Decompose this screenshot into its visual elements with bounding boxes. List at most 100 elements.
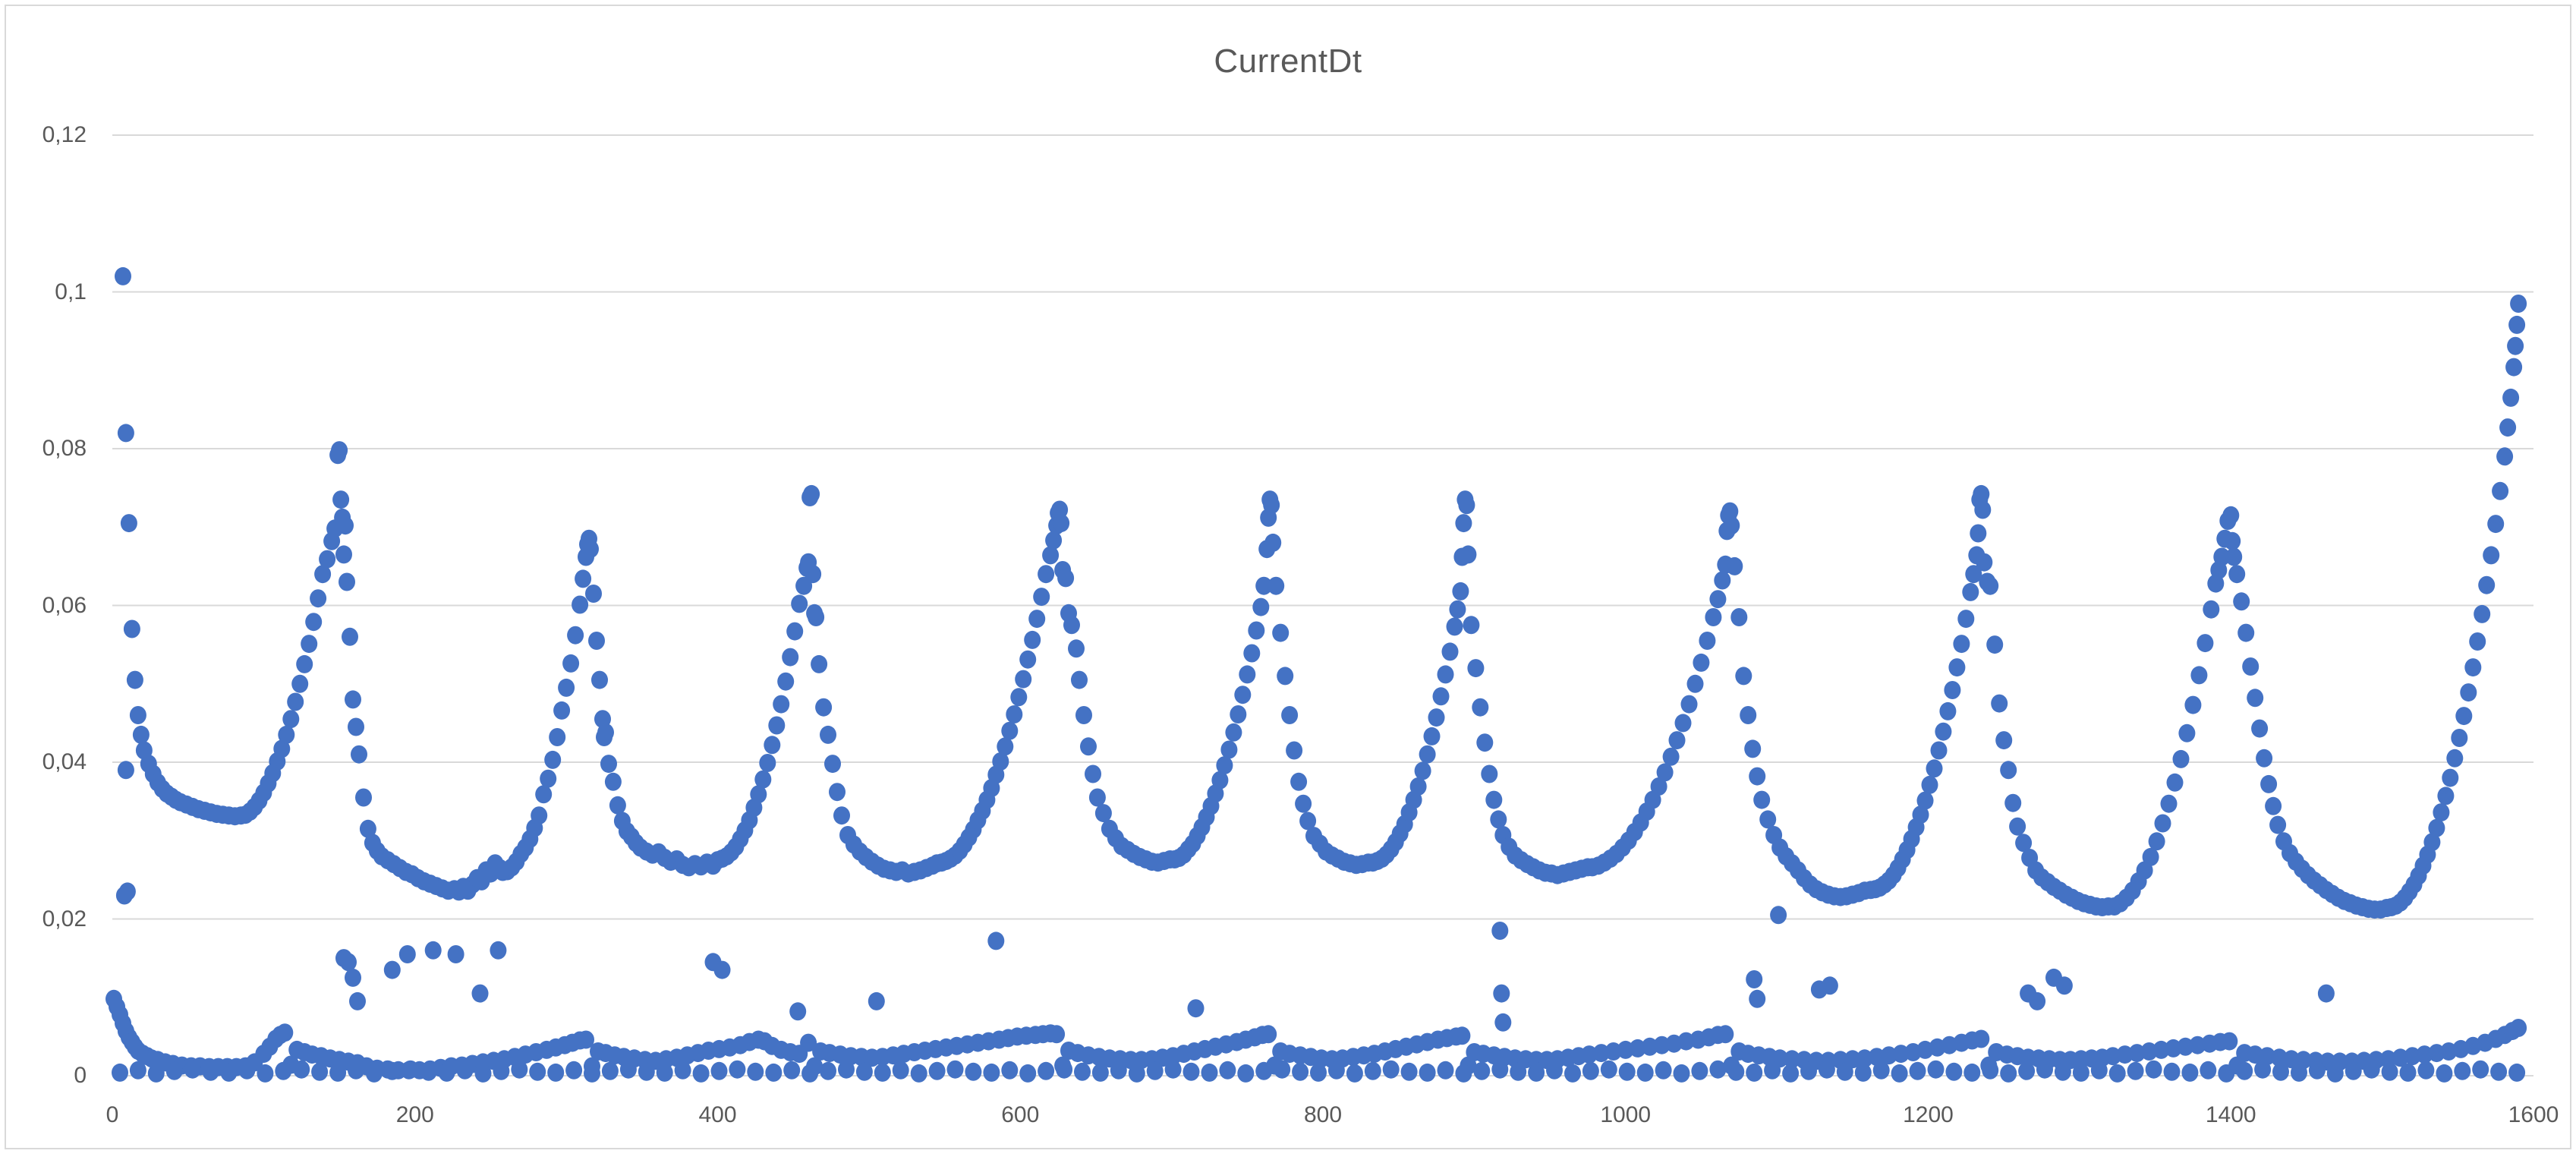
data-point bbox=[1662, 747, 1680, 766]
data-point bbox=[1292, 1062, 1309, 1081]
data-point bbox=[656, 1063, 673, 1082]
data-point bbox=[1446, 617, 1463, 636]
data-point bbox=[2269, 815, 2287, 834]
data-point bbox=[1735, 667, 1752, 686]
data-point bbox=[2224, 531, 2241, 550]
data-point bbox=[1973, 1029, 1990, 1048]
data-point bbox=[1927, 1060, 1945, 1079]
data-point bbox=[1617, 1040, 1634, 1059]
data-point bbox=[2222, 506, 2240, 525]
data-point bbox=[1063, 616, 1080, 635]
scatter-points bbox=[105, 266, 2527, 1083]
data-point bbox=[1473, 1061, 1491, 1080]
data-point bbox=[1939, 701, 1957, 720]
data-point bbox=[808, 608, 825, 626]
data-point bbox=[345, 690, 361, 709]
data-point bbox=[2508, 315, 2526, 334]
data-point bbox=[2036, 1060, 2053, 1079]
data-point bbox=[1784, 1050, 1801, 1069]
data-point bbox=[638, 1062, 655, 1081]
data-point bbox=[540, 769, 557, 788]
data-point bbox=[710, 1061, 728, 1080]
y-axis-tick-label: 0 bbox=[74, 1063, 87, 1088]
data-point bbox=[365, 1064, 383, 1083]
data-point bbox=[1091, 1063, 1109, 1082]
data-point bbox=[1491, 1060, 1509, 1079]
data-point bbox=[2308, 1061, 2326, 1080]
data-point bbox=[355, 788, 372, 807]
data-point bbox=[765, 1063, 783, 1082]
data-point bbox=[833, 806, 850, 825]
data-point bbox=[1653, 1035, 1671, 1054]
data-point bbox=[2442, 768, 2459, 787]
data-point bbox=[820, 725, 836, 744]
data-point bbox=[112, 1063, 128, 1082]
data-point bbox=[2054, 1062, 2071, 1081]
data-point bbox=[1264, 533, 1282, 552]
data-point bbox=[456, 1061, 474, 1080]
data-point bbox=[1982, 1061, 1999, 1080]
data-point bbox=[2433, 803, 2450, 822]
data-point bbox=[783, 1061, 801, 1080]
data-point bbox=[874, 1063, 891, 1082]
data-point bbox=[591, 670, 608, 689]
data-point bbox=[424, 941, 442, 960]
gridlines bbox=[112, 134, 2533, 1076]
data-point bbox=[567, 626, 584, 645]
data-point bbox=[2436, 1064, 2453, 1083]
data-point bbox=[2510, 1019, 2527, 1037]
data-point bbox=[1926, 759, 1943, 778]
data-point bbox=[2272, 1062, 2289, 1081]
data-point bbox=[1727, 1062, 1745, 1081]
data-point bbox=[2460, 683, 2477, 702]
data-point bbox=[544, 750, 562, 769]
x-axis-tick-label: 400 bbox=[698, 1102, 737, 1127]
data-point bbox=[490, 941, 507, 960]
data-point bbox=[278, 725, 295, 744]
data-point bbox=[1721, 502, 1739, 521]
data-point bbox=[1965, 565, 1982, 584]
data-point bbox=[2423, 833, 2441, 852]
data-point bbox=[987, 931, 1005, 950]
data-point bbox=[1693, 653, 1710, 672]
data-point bbox=[1327, 1061, 1345, 1080]
data-point bbox=[549, 728, 566, 746]
data-point bbox=[1038, 565, 1055, 584]
data-point bbox=[2154, 814, 2171, 833]
y-axis-tick-label: 0,04 bbox=[42, 749, 87, 774]
data-point bbox=[1455, 1064, 1472, 1083]
y-axis-tick-label: 0,06 bbox=[42, 592, 87, 618]
data-point bbox=[1419, 1063, 1436, 1082]
data-point bbox=[609, 796, 626, 815]
data-point bbox=[2451, 729, 2468, 747]
data-point bbox=[1749, 767, 1766, 786]
data-point bbox=[202, 1062, 219, 1081]
data-point bbox=[1674, 714, 1692, 733]
data-point bbox=[359, 819, 376, 838]
data-point bbox=[339, 572, 355, 591]
chart-container[interactable]: CurrentDt 0 0,02 0,04 0,06 0,08 0,1 0,12 0 200 4… bbox=[5, 5, 2571, 1149]
data-point bbox=[2184, 695, 2202, 714]
data-point bbox=[2148, 832, 2165, 851]
data-point bbox=[310, 589, 327, 608]
data-point bbox=[868, 991, 885, 1010]
data-point bbox=[2163, 1062, 2181, 1081]
data-point bbox=[1740, 706, 1757, 724]
data-point bbox=[1759, 810, 1777, 829]
y-axis-tick-label: 0,12 bbox=[42, 122, 87, 147]
data-point bbox=[2464, 658, 2482, 677]
data-point bbox=[773, 695, 790, 714]
data-point bbox=[1818, 1060, 1835, 1079]
data-point bbox=[2108, 1064, 2126, 1083]
data-point bbox=[1782, 1064, 1800, 1083]
data-point bbox=[1458, 496, 1475, 515]
data-point bbox=[1010, 688, 1028, 707]
data-point bbox=[2142, 847, 2159, 866]
data-point bbox=[1705, 608, 1722, 626]
data-point bbox=[1455, 514, 1472, 533]
data-point bbox=[2203, 600, 2220, 619]
data-point bbox=[120, 514, 137, 533]
data-point bbox=[575, 569, 592, 588]
data-point bbox=[2127, 1061, 2144, 1080]
data-point bbox=[1382, 1060, 1400, 1079]
